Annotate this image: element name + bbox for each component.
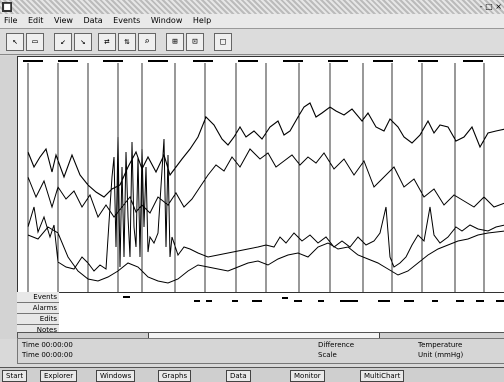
- horizontal-scale-icon[interactable]: ⇄: [98, 33, 116, 51]
- menu-window[interactable]: Window: [150, 16, 183, 25]
- pointer-tool-icon[interactable]: ↖: [6, 33, 24, 51]
- layout-icon[interactable]: ⊡: [186, 33, 204, 51]
- system-menu-icon[interactable]: ■: [2, 2, 12, 12]
- row-label-events: Events: [17, 292, 59, 303]
- start-button[interactable]: Start: [2, 370, 28, 382]
- menu-edit[interactable]: Edit: [27, 16, 44, 25]
- trace-upper: [27, 102, 504, 198]
- trace-middle: [27, 148, 504, 219]
- waveform-svg: [23, 60, 504, 293]
- search-icon[interactable]: ⌕: [138, 33, 156, 51]
- event-marks: [123, 296, 504, 302]
- taskbar-item-graphs[interactable]: Graphs: [158, 370, 192, 382]
- difference-label: Difference: [318, 341, 355, 349]
- row-label-alarms: Alarms: [17, 303, 59, 314]
- grid-lines: [27, 63, 485, 293]
- zoom-out-icon[interactable]: ↘: [74, 33, 92, 51]
- info-panel: Time 00:00:00 Time 00:00:00 Difference S…: [17, 338, 504, 364]
- trace-baseline: [27, 226, 504, 284]
- taskbar-item-monitor[interactable]: Monitor: [290, 370, 325, 382]
- trace-lower: [27, 136, 504, 272]
- temperature-label: Temperature: [418, 341, 463, 349]
- row-labels: Events Alarms Edits Notes: [17, 292, 59, 336]
- taskbar-item-multichart[interactable]: MultiChart: [360, 370, 405, 382]
- scroll-thumb[interactable]: [148, 333, 380, 339]
- menu-events[interactable]: Events: [113, 16, 141, 25]
- menu-view[interactable]: View: [53, 16, 73, 25]
- window-controls[interactable]: - □ ×: [479, 2, 502, 11]
- taskbar: Start Explorer Windows Graphs Data Monit…: [0, 367, 504, 382]
- time-start: Time 00:00:00: [22, 341, 73, 349]
- taskbar-item-windows[interactable]: Windows: [96, 370, 136, 382]
- time-end: Time 00:00:00: [22, 351, 73, 359]
- zoom-in-icon[interactable]: ↙: [54, 33, 72, 51]
- title-bar[interactable]: ■ - □ ×: [0, 0, 504, 14]
- row-label-edits: Edits: [17, 314, 59, 325]
- toolbar: ↖ ▭ ↙ ↘ ⇄ ⇅ ⌕ ⊞ ⊡ □: [0, 29, 504, 55]
- vertical-scale-icon[interactable]: ⇅: [118, 33, 136, 51]
- unit-label: Unit (mmHg): [418, 351, 464, 359]
- scale-label: Scale: [318, 351, 337, 359]
- waveform-plot[interactable]: [17, 56, 504, 294]
- taskbar-item-data[interactable]: Data: [226, 370, 251, 382]
- taskbar-item-explorer[interactable]: Explorer: [40, 370, 78, 382]
- menu-file[interactable]: File: [4, 16, 18, 25]
- frame-icon[interactable]: □: [214, 33, 232, 51]
- annotation-rows[interactable]: [17, 292, 504, 334]
- left-gutter: [0, 56, 18, 339]
- menu-help[interactable]: Help: [192, 16, 212, 25]
- menu-bar: File Edit View Data Events Window Help: [0, 14, 504, 29]
- window-tool-icon[interactable]: ▭: [26, 33, 44, 51]
- menu-data[interactable]: Data: [83, 16, 103, 25]
- grid-icon[interactable]: ⊞: [166, 33, 184, 51]
